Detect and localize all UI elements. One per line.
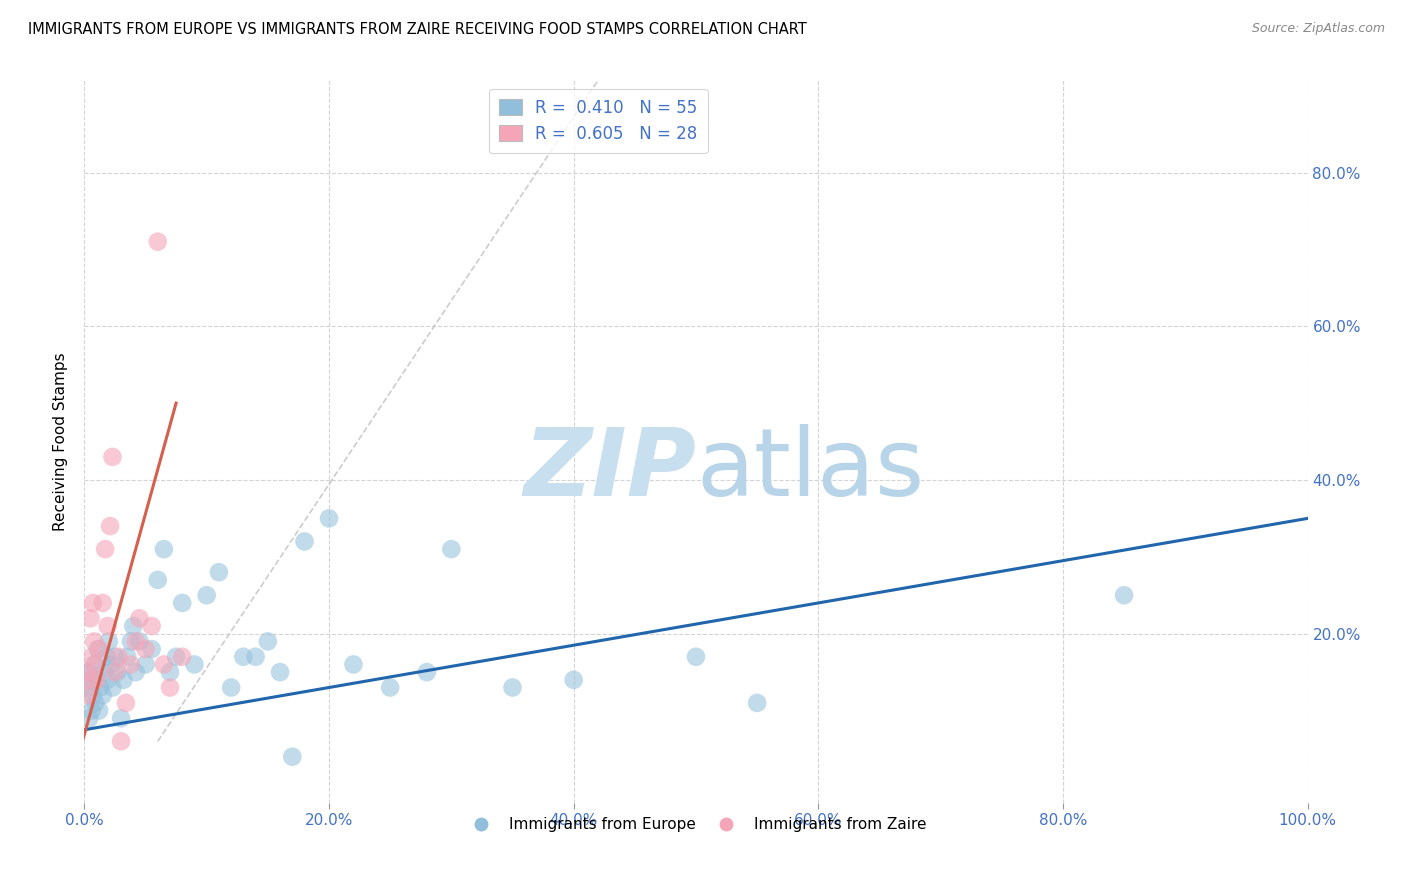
Point — [83, 657, 105, 672]
Point — [141, 642, 163, 657]
Point — [76, 681, 98, 695]
Point — [122, 619, 145, 633]
Point — [93, 665, 115, 680]
Point — [115, 696, 138, 710]
Point — [153, 657, 176, 672]
Point — [107, 649, 129, 664]
Point — [76, 665, 98, 680]
Point — [110, 711, 132, 725]
Point — [172, 649, 194, 664]
Point — [86, 673, 108, 687]
Point — [87, 642, 110, 657]
Point — [91, 596, 114, 610]
Point — [82, 688, 104, 702]
Point — [84, 696, 107, 710]
Point — [97, 619, 120, 633]
Point — [100, 657, 122, 672]
Point — [342, 657, 364, 672]
Point — [685, 649, 707, 664]
Point — [269, 665, 291, 680]
Text: ZIP: ZIP — [523, 425, 696, 516]
Point — [128, 634, 150, 648]
Point — [747, 696, 769, 710]
Point — [79, 673, 101, 687]
Point — [77, 711, 100, 725]
Point — [153, 542, 176, 557]
Point — [135, 642, 157, 657]
Text: IMMIGRANTS FROM EUROPE VS IMMIGRANTS FROM ZAIRE RECEIVING FOOD STAMPS CORRELATIO: IMMIGRANTS FROM EUROPE VS IMMIGRANTS FRO… — [28, 22, 807, 37]
Point — [502, 681, 524, 695]
Point — [115, 649, 138, 664]
Point — [120, 634, 142, 648]
Point — [159, 665, 181, 680]
Y-axis label: Receiving Food Stamps: Receiving Food Stamps — [53, 352, 69, 531]
Point — [89, 681, 111, 695]
Point — [562, 673, 585, 687]
Point — [172, 596, 194, 610]
Point — [1114, 588, 1136, 602]
Text: atlas: atlas — [696, 425, 924, 516]
Point — [281, 749, 304, 764]
Point — [80, 649, 103, 664]
Point — [128, 611, 150, 625]
Legend: Immigrants from Europe, Immigrants from Zaire: Immigrants from Europe, Immigrants from … — [460, 812, 932, 838]
Point — [135, 657, 157, 672]
Point — [101, 681, 124, 695]
Point — [380, 681, 402, 695]
Point — [105, 665, 128, 680]
Point — [440, 542, 463, 557]
Point — [79, 611, 101, 625]
Point — [110, 734, 132, 748]
Text: Source: ZipAtlas.com: Source: ZipAtlas.com — [1251, 22, 1385, 36]
Point — [87, 704, 110, 718]
Point — [416, 665, 439, 680]
Point — [101, 450, 124, 464]
Point — [159, 681, 181, 695]
Point — [98, 519, 121, 533]
Point — [82, 596, 104, 610]
Point — [86, 673, 108, 687]
Point — [208, 565, 231, 579]
Point — [97, 634, 120, 648]
Point — [294, 534, 316, 549]
Point — [84, 657, 107, 672]
Point — [77, 673, 100, 687]
Point — [87, 642, 110, 657]
Point — [77, 688, 100, 702]
Point — [318, 511, 340, 525]
Point — [104, 649, 127, 664]
Point — [94, 542, 117, 557]
Point — [146, 235, 169, 249]
Point — [125, 665, 148, 680]
Point — [245, 649, 267, 664]
Point — [83, 634, 105, 648]
Point — [195, 588, 218, 602]
Point — [146, 573, 169, 587]
Point — [91, 688, 114, 702]
Point — [112, 673, 135, 687]
Point — [80, 704, 103, 718]
Point — [120, 657, 142, 672]
Point — [96, 649, 118, 664]
Point — [125, 634, 148, 648]
Point — [141, 619, 163, 633]
Point — [165, 649, 187, 664]
Point — [97, 673, 120, 687]
Point — [232, 649, 254, 664]
Point — [104, 665, 127, 680]
Point — [257, 634, 280, 648]
Point — [219, 681, 242, 695]
Point — [77, 665, 100, 680]
Point — [183, 657, 205, 672]
